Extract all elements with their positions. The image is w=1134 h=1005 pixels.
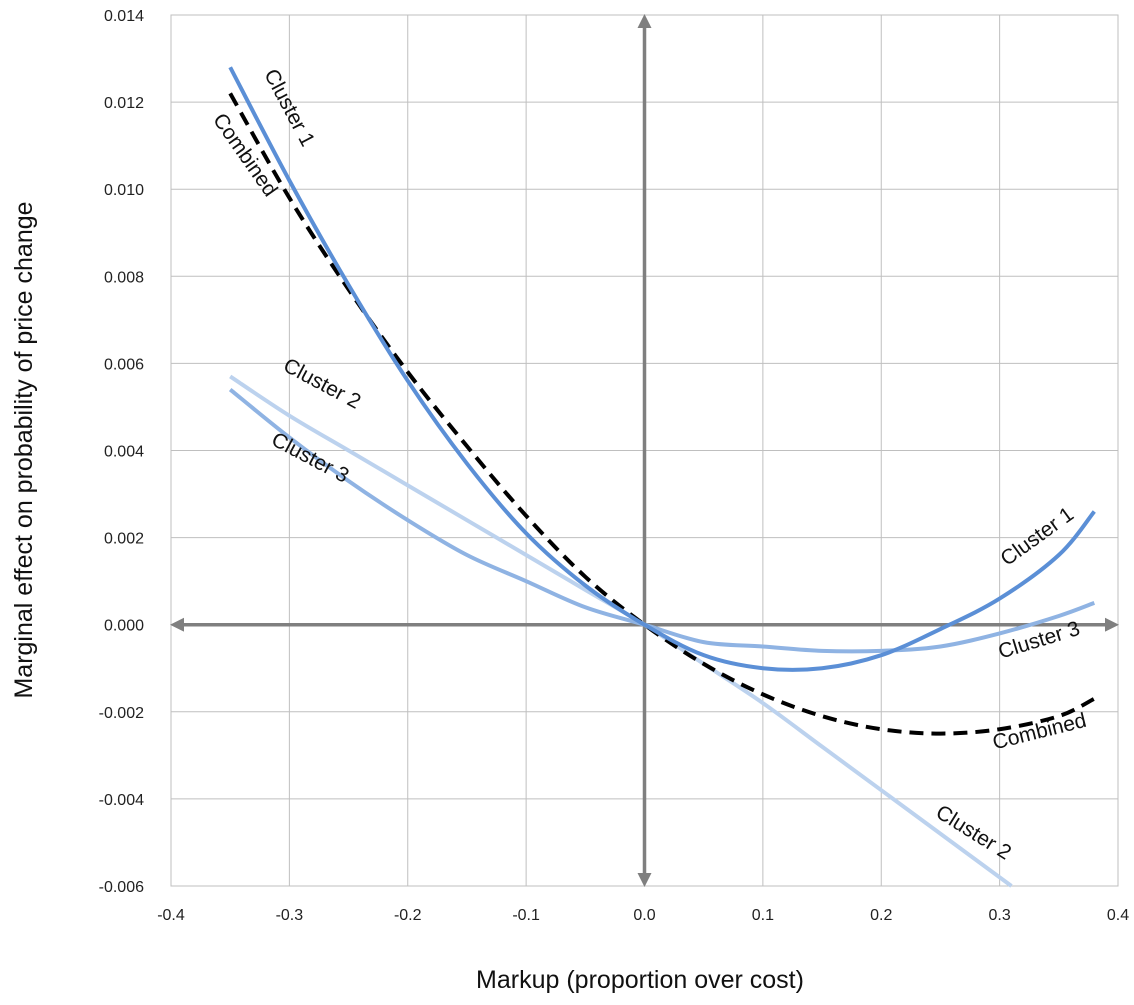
x-tick-label: -0.3: [276, 907, 304, 924]
y-axis-title: Marginal effect on probability of price …: [10, 201, 38, 698]
x-axis-title: Markup (proportion over cost): [476, 966, 804, 994]
y-tick-labels: -0.006 -0.004 -0.002 0.000 0.002 0.004 0.006 0.…: [99, 8, 144, 896]
y-tick-label: -0.006: [99, 879, 144, 896]
series-lines: [228, 66, 1096, 888]
y-tick-label: 0.000: [104, 618, 144, 635]
x-tick-label: 0.1: [752, 907, 774, 924]
x-tick-label: -0.2: [394, 907, 422, 924]
x-tick-label: 0.2: [870, 907, 892, 924]
y-tick-label: 0.012: [104, 95, 144, 112]
x-tick-label: -0.4: [157, 907, 185, 924]
x-tick-label: 0.4: [1107, 907, 1129, 924]
y-tick-label: 0.006: [104, 356, 144, 373]
y-tick-label: 0.014: [104, 8, 144, 25]
y-tick-label: 0.010: [104, 182, 144, 199]
y-tick-label: -0.004: [99, 792, 144, 809]
x-tick-label: 0.3: [989, 907, 1011, 924]
y-tick-label: 0.008: [104, 269, 144, 286]
x-tick-label: -0.1: [512, 907, 540, 924]
x-tick-labels: -0.4 -0.3 -0.2 -0.1 0.0 0.1 0.2 0.3 0.4: [157, 907, 1129, 924]
y-tick-label: -0.002: [99, 705, 144, 722]
y-tick-label: 0.002: [104, 531, 144, 548]
series-line-cluster1: [228, 66, 1096, 672]
y-tick-label: 0.004: [104, 444, 144, 461]
x-tick-label: 0.0: [633, 907, 655, 924]
